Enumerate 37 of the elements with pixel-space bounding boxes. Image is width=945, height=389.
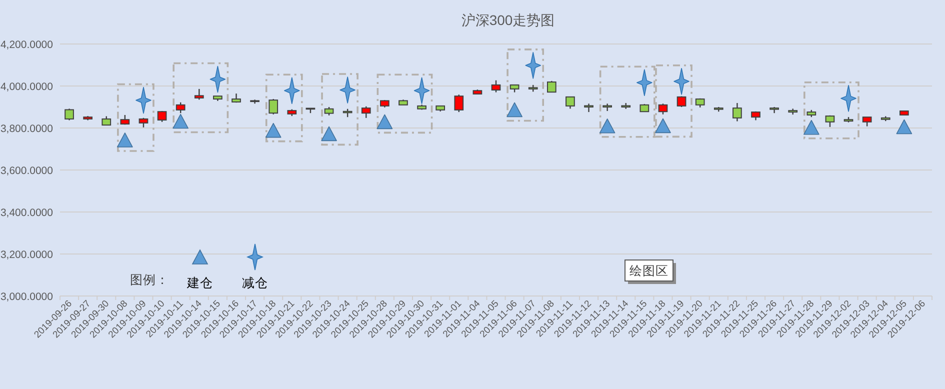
y-tick-label: 3,400.0000 [0, 207, 54, 219]
candlestick [454, 94, 464, 113]
annotation: 绘图区 [630, 264, 668, 278]
candlestick [658, 103, 668, 115]
y-tick-label: 3,800.0000 [0, 123, 54, 135]
legend-label: 建仓 [186, 276, 213, 290]
candlestick [566, 96, 575, 110]
point [804, 120, 820, 135]
point [321, 126, 337, 142]
y-tick-label: 4,000.0000 [0, 81, 54, 93]
candlestick [584, 103, 594, 113]
legend-label: 减仓 [242, 276, 268, 290]
point [117, 132, 133, 148]
candlestick [194, 88, 204, 100]
candlestick [361, 106, 371, 119]
y-tick-label: 3,000.0000 [0, 291, 54, 303]
point [506, 102, 522, 118]
candlestick [546, 80, 556, 93]
candlestick [732, 102, 742, 122]
annotation: 绘图区 [624, 260, 676, 284]
point [655, 118, 671, 134]
point [599, 118, 616, 134]
point [172, 114, 188, 129]
candlestick [491, 80, 501, 93]
legend-title: 图例： [130, 273, 169, 287]
point [896, 119, 912, 134]
candlestick [176, 102, 186, 114]
y-tick-label: 3,200.0000 [0, 249, 54, 261]
y-tick-label: 3,600.0000 [0, 165, 54, 177]
candlestick [862, 116, 872, 127]
point [376, 114, 393, 130]
y-tick-label: 4,200.0000 [0, 39, 54, 51]
candlestick [64, 108, 74, 121]
candlestick [138, 117, 148, 128]
chart-title: 沪深300走势图 [461, 12, 555, 28]
candlestick [268, 98, 278, 115]
point [265, 122, 282, 138]
